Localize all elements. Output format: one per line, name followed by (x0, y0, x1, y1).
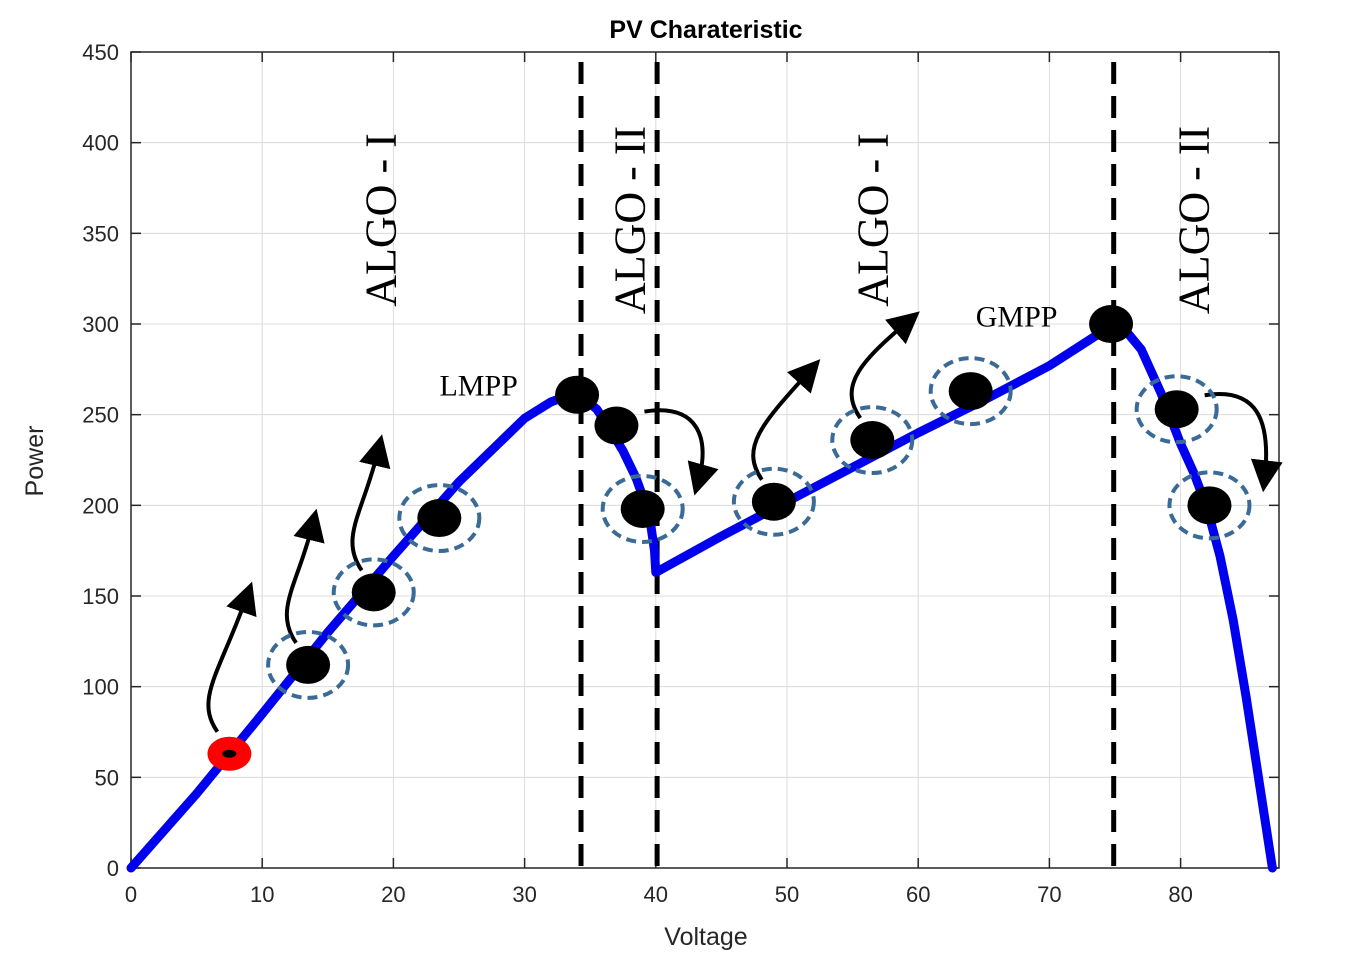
annotations: LMPP GMPP (439, 301, 1057, 403)
operating-point (620, 489, 665, 528)
grid (130, 51, 1279, 869)
operating-point (417, 499, 462, 538)
step-arrow (284, 508, 325, 645)
step-arrow (751, 359, 821, 481)
x-tick-label: 60 (906, 882, 930, 907)
y-tick-label: 200 (82, 493, 119, 518)
operating-point (850, 421, 895, 460)
operating-point (948, 372, 993, 411)
operating-point (751, 482, 796, 521)
search-ring (731, 466, 816, 537)
y-tick-label: 300 (82, 312, 119, 337)
series (126, 321, 1277, 873)
pv-curve-line (126, 321, 1277, 873)
y-tick-label: 50 (95, 765, 119, 790)
x-tick-label: 30 (512, 882, 536, 907)
region-label: ALGO - I (848, 133, 897, 307)
search-ring (928, 356, 1013, 427)
y-axis-label: Power (21, 426, 49, 497)
chart-title: PV Charateristic (609, 16, 802, 44)
plot-frame (130, 51, 1280, 869)
x-tick-label: 0 (125, 882, 137, 907)
search-ring (600, 473, 685, 544)
region-label: ALGO - I (356, 133, 405, 307)
search-ring (397, 483, 482, 554)
operating-point (1089, 305, 1134, 343)
y-tick-label: 350 (82, 221, 119, 246)
operating-point (1187, 486, 1232, 525)
mpp-annotation: GMPP (976, 301, 1058, 334)
search-ring (331, 557, 416, 628)
mpp-annotation: LMPP (439, 370, 517, 403)
operating-point (1154, 390, 1199, 429)
step-arrow (350, 434, 391, 572)
step-arrow (206, 581, 257, 733)
search-ring (266, 629, 351, 700)
operating-point (594, 406, 639, 445)
y-tick-label: 0 (107, 856, 119, 881)
operating-point (286, 645, 331, 684)
step-arrow (1204, 392, 1283, 493)
operating-point (351, 573, 396, 612)
search-ring (1167, 470, 1252, 541)
step-arrow (644, 408, 719, 496)
x-tick-label: 10 (250, 882, 274, 907)
x-tick-label: 20 (381, 882, 405, 907)
y-tick-label: 250 (82, 403, 119, 428)
operating-point (555, 375, 600, 414)
region-label: ALGO - II (606, 126, 655, 314)
x-tick-label: 70 (1037, 882, 1061, 907)
x-axis-label: Voltage (664, 923, 747, 951)
x-tick-label: 40 (644, 882, 668, 907)
axis-ticks: 0 10 20 30 40 50 60 70 80 0 50 100 150 200 250 300 350 40… (82, 40, 1279, 907)
start-point-center (222, 749, 237, 758)
y-tick-label: 100 (82, 675, 119, 700)
region-label: ALGO - II (1170, 126, 1219, 314)
region-labels: ALGO - I ALGO - II ALGO - I ALGO - II (356, 126, 1218, 314)
search-ring (1134, 374, 1219, 445)
y-tick-label: 400 (82, 131, 119, 156)
search-ring (830, 405, 915, 476)
step-arrows (206, 311, 1283, 733)
step-arrow (849, 311, 920, 420)
x-tick-label: 50 (775, 882, 799, 907)
y-tick-label: 450 (82, 40, 119, 65)
x-tick-label: 80 (1168, 882, 1192, 907)
operating-points (207, 305, 1252, 771)
y-tick-label: 150 (82, 584, 119, 609)
